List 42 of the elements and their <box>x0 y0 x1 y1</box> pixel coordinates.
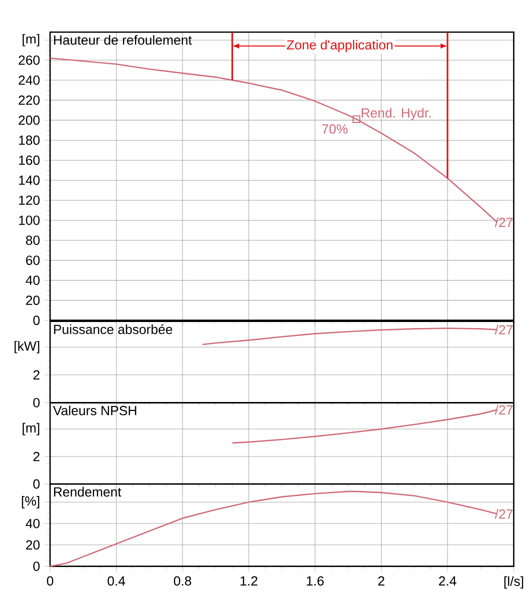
x-tick-label: 2.4 <box>439 576 457 586</box>
annotation: Zone d'application <box>287 40 393 52</box>
y-tick-label: 0 <box>33 562 40 571</box>
y-tick-label: [kW] <box>14 340 40 354</box>
y-tick-label: [%] <box>22 496 40 508</box>
x-tick-label: [l/s] <box>504 576 524 589</box>
y-tick-label: [m] <box>22 34 40 46</box>
annotation: 70% <box>322 124 348 134</box>
y-tick-label: 160 <box>19 156 40 165</box>
annotation: /27 <box>495 324 513 335</box>
y-tick-label: 0 <box>33 479 40 489</box>
y-tick-label: 2 <box>34 452 40 462</box>
y-tick-label: 200 <box>18 116 40 125</box>
y-tick-label: 100 <box>19 216 40 225</box>
x-tick-label: 2 <box>378 576 384 586</box>
y-tick-label: 2 <box>34 370 40 380</box>
chart-title: Puissance absorbée <box>54 324 172 334</box>
y-tick-label: 60 <box>26 256 40 265</box>
y-tick-label: 0 <box>33 398 40 408</box>
y-tick-label: 240 <box>18 75 40 85</box>
x-tick-label: 0.4 <box>108 576 126 586</box>
y-tick-label: [m] <box>22 422 40 436</box>
y-tick-label: 40 <box>26 276 40 285</box>
y-tick-label: 0 <box>33 316 40 326</box>
y-tick-label: 220 <box>18 96 40 105</box>
x-tick-label: 1.2 <box>240 576 258 586</box>
y-tick-label: 20 <box>26 540 40 550</box>
x-tick-label: 1.6 <box>307 576 324 586</box>
chart-title: Hauteur de refoulement <box>54 35 192 45</box>
y-tick-label: 180 <box>19 136 40 145</box>
y-tick-label: 120 <box>19 196 40 205</box>
y-tick-label: 260 <box>18 55 40 65</box>
chart-title: Rendement <box>54 486 122 497</box>
y-tick-label: 40 <box>26 518 40 528</box>
y-tick-label: 140 <box>19 176 40 185</box>
y-tick-label: 80 <box>26 236 40 245</box>
x-tick-label: 0.8 <box>174 576 192 586</box>
x-tick-label: 0 <box>47 576 54 586</box>
y-tick-label: 20 <box>26 296 40 305</box>
annotation: /27 <box>495 509 513 519</box>
annotation: /27 <box>495 404 513 415</box>
chart-title: Valeurs NPSH <box>53 406 136 416</box>
